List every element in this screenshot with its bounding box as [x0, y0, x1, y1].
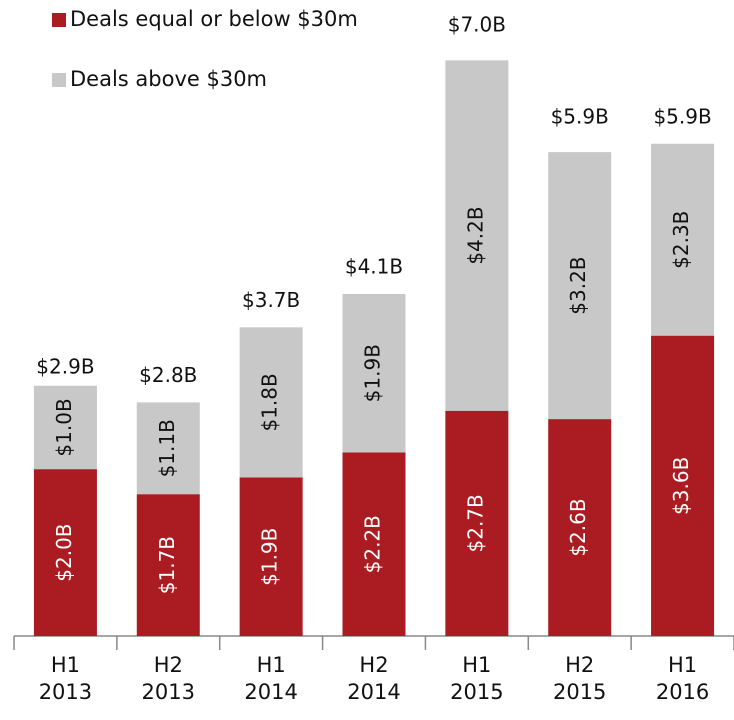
legend-label: Deals above $30m: [70, 67, 267, 91]
bar-segment: [651, 143, 715, 336]
legend-label: Deals equal or below $30m: [70, 7, 358, 31]
total-label: $3.7B: [242, 288, 300, 312]
bar-segment: [33, 469, 97, 636]
x-tick-label: H2 2013: [141, 653, 195, 704]
segment-label: $2.7B: [463, 494, 487, 552]
segment-label: $1.1B: [155, 419, 179, 477]
segment-label: $4.2B: [463, 206, 487, 264]
x-tick-label: H1 2015: [450, 653, 504, 704]
x-tick-label: H1 2013: [38, 653, 93, 704]
segment-label: $1.9B: [258, 528, 282, 586]
bar-segment: [548, 152, 612, 420]
segment-label: $2.3B: [669, 211, 693, 269]
x-tick-label: H1 2014: [244, 653, 298, 704]
total-label: $5.9B: [551, 104, 609, 128]
bar-segment: [548, 419, 612, 636]
total-label: $2.8B: [139, 363, 197, 387]
bar-segment: [136, 402, 200, 495]
bar-segment: [342, 293, 406, 453]
bar-segment: [342, 452, 406, 636]
bar-segment: [33, 385, 97, 470]
bar-segment: [136, 494, 200, 636]
bar-segment: [239, 327, 303, 478]
x-tick-label: H1 2016: [655, 653, 710, 704]
legend-swatch: [52, 73, 66, 87]
segment-label: $1.0B: [52, 398, 76, 456]
segment-label: $3.2B: [566, 256, 590, 314]
x-tick-label: H2 2015: [552, 653, 607, 704]
total-label: $7.0B: [448, 13, 506, 37]
segment-label: $2.2B: [361, 515, 385, 573]
bar-segment: [445, 60, 509, 411]
segment-label: $1.9B: [361, 344, 385, 402]
x-tick-label: H2 2014: [347, 653, 401, 704]
bar-segment: [651, 335, 715, 636]
segment-label: $2.6B: [566, 498, 590, 556]
legend-swatch: [52, 13, 66, 27]
bar-segment: [445, 410, 509, 636]
segment-label: $2.0B: [52, 523, 76, 581]
total-label: $4.1B: [345, 254, 403, 278]
total-label: $2.9B: [36, 355, 94, 379]
segment-label: $3.6B: [669, 457, 693, 515]
segment-label: $1.8B: [258, 373, 282, 431]
bar-segment: [239, 477, 303, 636]
total-label: $5.9B: [653, 104, 711, 128]
segment-label: $1.7B: [155, 536, 179, 594]
